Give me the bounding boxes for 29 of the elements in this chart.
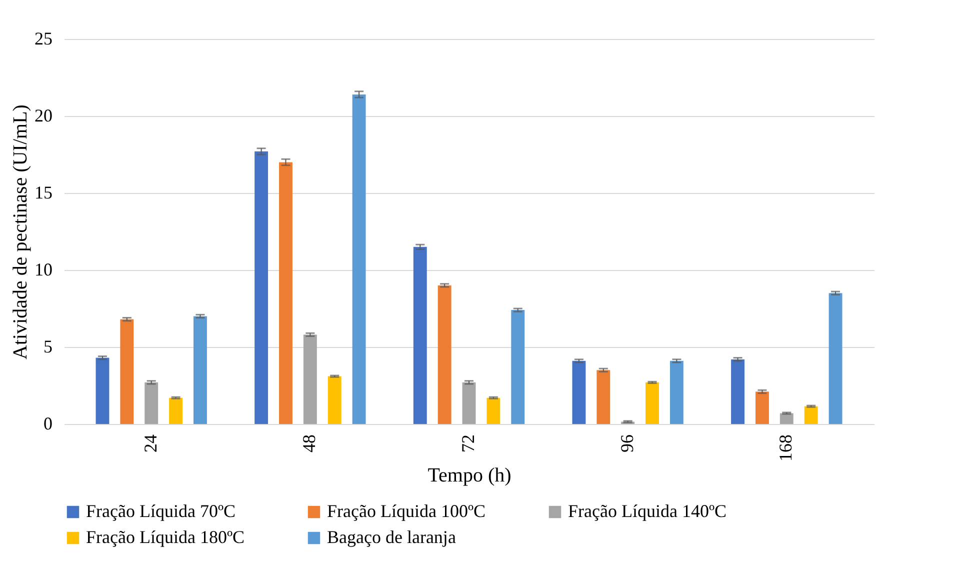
bar	[646, 382, 659, 424]
bar	[486, 398, 500, 424]
legend-label: Bagaço de laranja	[327, 527, 456, 547]
x-tick-label: 48	[299, 434, 320, 452]
x-tick-label: 168	[776, 434, 796, 462]
x-tick-label: 96	[616, 434, 637, 452]
bar	[120, 319, 134, 424]
y-axis-title: Atividade de pectinase (UI/mL)	[10, 104, 32, 360]
bar	[780, 413, 794, 424]
y-tick-label: 25	[34, 28, 52, 48]
bar	[169, 398, 183, 424]
bar	[352, 94, 366, 424]
legend-label: Fração Líquida 140ºC	[568, 501, 727, 521]
legend-label: Fração Líquida 70ºC	[86, 501, 236, 521]
y-tick-label: 10	[34, 260, 52, 280]
bar	[96, 358, 110, 424]
legend-label: Fração Líquida 100ºC	[327, 501, 486, 521]
y-tick-label: 0	[44, 414, 52, 434]
legend-label: Fração Líquida 180ºC	[86, 527, 245, 547]
bar	[254, 151, 268, 424]
y-tick-label: 20	[34, 106, 52, 126]
x-tick-label: 24	[140, 434, 160, 452]
bar	[804, 406, 818, 424]
bar	[279, 162, 292, 424]
bar	[328, 376, 342, 424]
y-tick-label: 5	[44, 336, 52, 356]
x-tick-label: 72	[458, 434, 478, 452]
x-axis-title: Tempo (h)	[428, 464, 512, 486]
y-tick-label: 15	[34, 182, 52, 202]
